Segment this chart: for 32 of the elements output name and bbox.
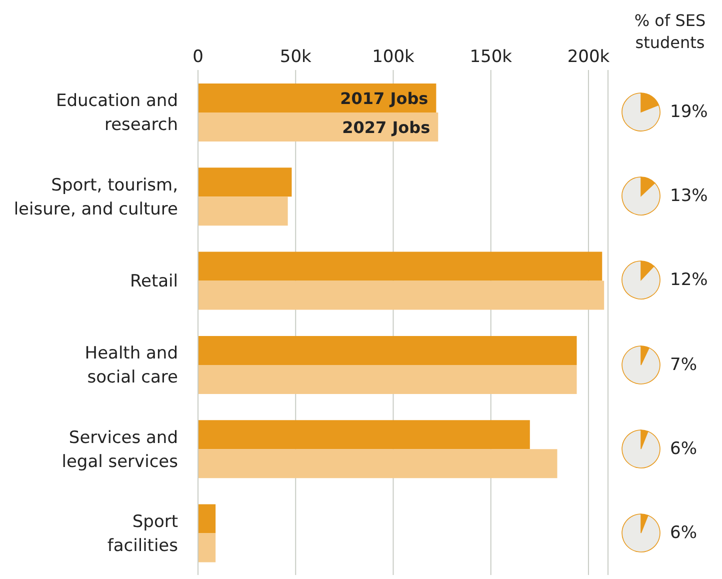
bar (198, 196, 288, 226)
data-label: 6% (670, 438, 697, 459)
series-label: 2027 Jobs (342, 118, 430, 137)
data-label: 19% (670, 102, 708, 122)
bar (198, 449, 558, 478)
y-tick-label: Services and legal services (62, 428, 178, 472)
bar (198, 280, 604, 310)
x-tick-label: 0 (192, 47, 204, 67)
x-tick-label: 200k (567, 47, 610, 67)
bar (198, 533, 216, 562)
data-label: 6% (670, 522, 697, 543)
bar (198, 83, 436, 112)
y-tick-label: Sport facilities (107, 512, 178, 556)
bar (198, 336, 577, 365)
x-tick-label: 150k (470, 47, 512, 67)
bar (198, 112, 438, 142)
bar (198, 504, 216, 534)
bar (198, 364, 577, 394)
data-label: 12% (670, 270, 708, 290)
y-tick-label: Health and social care (84, 344, 178, 388)
y-tick-label: Education and research (56, 91, 178, 136)
y-tick-label: Retail (130, 271, 178, 292)
data-label: 7% (670, 354, 697, 375)
x-tick-label: 50k (280, 47, 312, 67)
data-label: 13% (670, 186, 708, 206)
series-label: 2017 Jobs (340, 88, 428, 108)
x-tick-label: 100k (372, 47, 415, 67)
bar (198, 420, 530, 450)
text: % of SES students (633, 10, 707, 54)
bar (198, 168, 292, 197)
bar (198, 252, 602, 281)
y-tick-label: Sport, tourism, leisure, and culture (14, 175, 178, 220)
